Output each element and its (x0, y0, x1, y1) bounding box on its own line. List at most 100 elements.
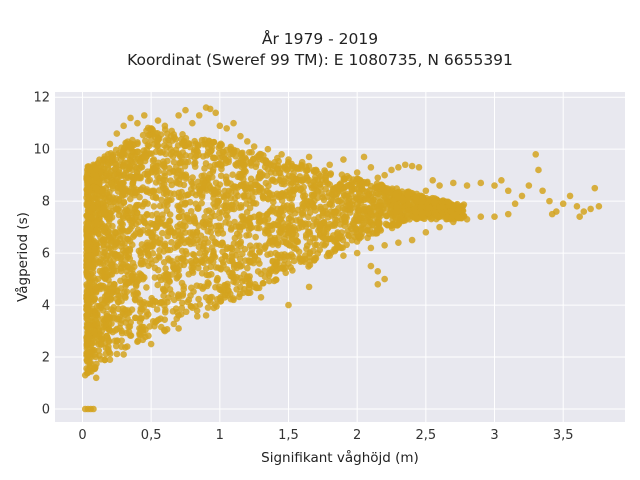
data-point (463, 182, 471, 189)
data-point (212, 109, 219, 117)
data-point (224, 283, 231, 290)
data-point (111, 250, 119, 257)
data-point (214, 276, 221, 284)
data-point (152, 298, 159, 306)
data-point (178, 304, 186, 312)
data-point (312, 254, 320, 262)
data-point (197, 283, 204, 290)
data-point (212, 239, 220, 247)
data-point (122, 282, 129, 290)
data-point (381, 275, 388, 283)
data-point (252, 233, 259, 241)
data-point (110, 280, 118, 288)
data-point (535, 166, 542, 174)
data-point (133, 148, 141, 155)
data-point (344, 231, 352, 239)
y-tick-label: 2 (42, 351, 50, 366)
data-point (421, 215, 428, 223)
data-point (236, 232, 243, 240)
data-point (269, 165, 276, 173)
data-point (392, 208, 400, 216)
data-point (164, 232, 171, 240)
x-tick-label: 1,5 (278, 428, 299, 443)
data-point (124, 174, 132, 182)
data-point (190, 213, 197, 220)
data-point (202, 265, 210, 272)
data-point (134, 174, 142, 182)
data-point (184, 158, 192, 166)
data-point (142, 333, 149, 341)
data-point (267, 206, 275, 214)
data-point (162, 265, 169, 272)
data-point (401, 161, 409, 169)
data-point (246, 204, 254, 212)
data-point (174, 273, 182, 281)
data-point (144, 311, 152, 318)
data-point (335, 197, 343, 205)
data-point (353, 169, 361, 176)
data-point (138, 241, 146, 248)
data-point (257, 270, 265, 278)
data-point (525, 182, 533, 189)
data-point (134, 119, 141, 127)
data-point (161, 122, 169, 130)
data-point (306, 249, 314, 256)
data-point (131, 314, 139, 322)
data-point (124, 309, 132, 317)
data-point (290, 257, 298, 265)
data-point (288, 251, 295, 258)
data-point (101, 297, 109, 304)
data-point (498, 177, 505, 184)
data-point (156, 202, 164, 210)
data-point (271, 236, 279, 244)
data-point (367, 197, 374, 204)
data-point (281, 178, 288, 185)
data-point (344, 190, 351, 198)
data-point (367, 244, 375, 252)
data-point (222, 199, 230, 206)
data-point (195, 112, 203, 119)
data-point (160, 181, 168, 188)
data-point (158, 196, 165, 204)
data-point (285, 301, 292, 309)
data-point (436, 182, 443, 189)
data-point (395, 164, 402, 171)
data-point (297, 218, 305, 226)
data-point (205, 181, 213, 189)
data-point (375, 190, 382, 198)
data-point (237, 204, 245, 211)
data-point (162, 221, 170, 229)
y-tick-label: 4 (42, 299, 50, 314)
data-point (194, 148, 201, 155)
data-point (187, 207, 195, 215)
data-point (146, 176, 154, 184)
data-point (120, 161, 127, 169)
data-point (224, 244, 231, 251)
data-point (375, 225, 383, 233)
data-point (227, 226, 235, 233)
data-point (229, 201, 236, 208)
data-point (422, 229, 430, 236)
data-point (223, 125, 230, 132)
data-point (134, 337, 142, 345)
data-point (90, 405, 97, 413)
data-point (412, 194, 420, 201)
data-point (175, 213, 183, 221)
data-point (176, 221, 184, 228)
data-point (305, 213, 312, 221)
data-point (161, 287, 169, 295)
data-point (171, 232, 179, 240)
data-point (200, 259, 207, 267)
data-point (160, 272, 168, 279)
data-point (250, 155, 257, 163)
data-point (259, 193, 267, 200)
data-point (92, 374, 100, 382)
data-point (328, 201, 336, 209)
data-point (295, 248, 303, 256)
data-point (403, 210, 411, 217)
data-point (219, 239, 226, 247)
data-point (353, 238, 361, 245)
data-point (97, 341, 105, 348)
data-point (383, 212, 390, 220)
data-point (271, 262, 279, 270)
